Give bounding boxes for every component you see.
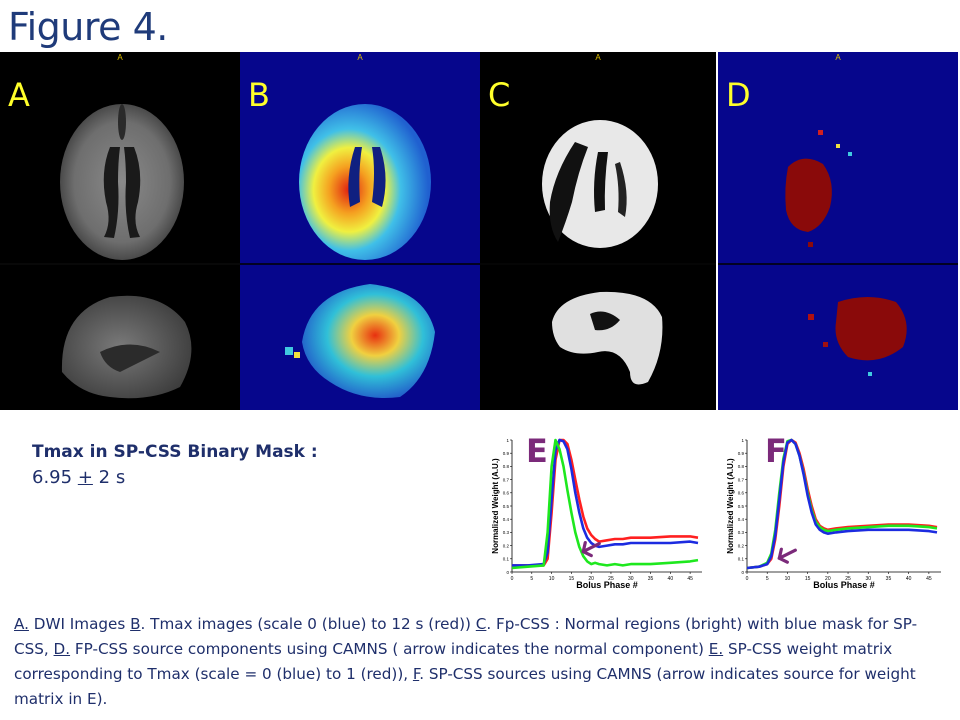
series-line-green (511, 438, 699, 570)
series-line-blue (746, 438, 938, 570)
arrow-shaft (581, 541, 601, 554)
y-tick-label: 0.2 (738, 543, 745, 548)
x-tick-label: 30 (865, 576, 871, 582)
annotation-arrow-icon (777, 547, 797, 564)
annotation-arrow-icon (581, 541, 601, 558)
tmax-summary: Tmax in SP-CSS Binary Mask : 6.95 + 2 s (32, 440, 318, 492)
y-tick-label: 0 (506, 570, 509, 575)
caption-text-a: DWI Images (28, 615, 131, 633)
x-tick-label: 40 (906, 576, 912, 582)
orientation-label: A (357, 53, 363, 62)
y-tick-label: 0.3 (503, 530, 510, 535)
caption-label-a: A. (14, 615, 29, 633)
panel-c-image (480, 120, 716, 385)
orientation-label: A (117, 53, 123, 62)
caption-label-e: E. (708, 640, 724, 658)
tmax-value-line: 6.95 + 2 s (32, 464, 318, 492)
y-tick-label: 0.6 (503, 491, 510, 496)
y-tick-label: 0.8 (738, 464, 745, 469)
arrow-head (581, 541, 593, 558)
tmax-title: Tmax in SP-CSS Binary Mask : (32, 442, 318, 462)
y-tick-label: 0.5 (503, 504, 510, 509)
y-tick-label: 0.8 (503, 464, 510, 469)
y-tick-label: 0.6 (738, 491, 745, 496)
y-tick-label: 0.9 (503, 451, 510, 456)
chart-letter-e: E (526, 432, 548, 470)
panel-a-dwi: A A (0, 52, 240, 410)
x-axis-label: Bolus Phase # (813, 580, 875, 590)
panel-b-tmax: A B (240, 52, 480, 410)
tmax-mean: 6.95 (32, 467, 73, 488)
caption-text-b: . Tmax images (scale 0 (blue) to 12 s (r… (140, 615, 476, 633)
y-axis-label: Normalized Weight (A.U.) (726, 458, 735, 554)
panel-d-image (718, 130, 958, 376)
x-tick-label: 5 (530, 576, 533, 582)
x-tick-label: 10 (549, 576, 555, 582)
caption-label-f: F (412, 665, 420, 683)
x-tick-label: 15 (569, 576, 575, 582)
x-tick-label: 45 (926, 576, 932, 582)
arrow-head (777, 547, 789, 564)
panel-a-image (0, 104, 240, 399)
x-tick-label: 0 (511, 576, 514, 582)
caption-label-b: B (130, 615, 141, 633)
x-axis-label: Bolus Phase # (576, 580, 638, 590)
panel-letter-c: C (488, 76, 511, 114)
y-tick-label: 0.5 (738, 504, 745, 509)
y-tick-label: 0 (741, 570, 744, 575)
y-tick-label: 0.1 (503, 557, 510, 562)
tmax-sd: 2 s (98, 467, 126, 488)
y-tick-label: 0.4 (503, 517, 510, 522)
x-tick-label: 45 (687, 576, 693, 582)
y-tick-label: 0.4 (738, 517, 745, 522)
caption-text-f: . SP-CSS sources using CAMNS (arrow indi… (14, 665, 916, 708)
y-tick-label: 0.1 (738, 557, 745, 562)
y-tick-label: 1 (741, 438, 744, 443)
tmax-plus-minus: + (77, 467, 93, 488)
x-tick-label: 35 (648, 576, 654, 582)
y-tick-label: 0.7 (503, 477, 510, 482)
orientation-label: A (595, 53, 601, 62)
x-tick-label: 40 (668, 576, 674, 582)
x-tick-label: 5 (766, 576, 769, 582)
x-tick-label: 20 (825, 576, 831, 582)
caption-label-d: D. (53, 640, 71, 658)
series-line-blue (512, 438, 699, 567)
panel-d-sources: A D (718, 52, 958, 410)
x-tick-label: 10 (785, 576, 791, 582)
caption-text-c: . Fp-CSS : Normal regions (bright) with … (14, 615, 918, 658)
x-tick-label: 35 (886, 576, 892, 582)
y-tick-label: 0.2 (503, 543, 510, 548)
y-tick-label: 0.7 (738, 477, 745, 482)
figure-caption: A. DWI Images B. Tmax images (scale 0 (b… (14, 612, 949, 712)
panel-letter-b: B (248, 76, 270, 114)
chart-e: 0 5 10 15 20 25 30 35 40 45 0 0.1 0.2 0.3 0.4 0.5 0.6 0.7… (490, 432, 708, 594)
y-tick-label: 0.9 (738, 451, 745, 456)
caption-text-e: SP-CSS weight matrix corresponding to Tm… (14, 640, 893, 683)
chart-e-svg: 0 5 10 15 20 25 30 35 40 45 0 0.1 0.2 0.3 0.4 0.5 0.6 0.7… (491, 438, 702, 590)
x-tick-label: 25 (845, 576, 851, 582)
panel-b-image (240, 104, 480, 398)
x-tick-label: 20 (588, 576, 594, 582)
x-tick-label: 30 (628, 576, 634, 582)
caption-text-d: FP-CSS source components using CAMNS ( a… (70, 640, 709, 658)
chart-f: 0 5 10 15 20 25 30 35 40 45 0 0.1 0.2 0.3 0.4 0.5 0.6 0.7… (725, 432, 947, 594)
x-tick-label: 25 (608, 576, 614, 582)
x-tick-label: 0 (746, 576, 749, 582)
x-tick-label: 15 (805, 576, 811, 582)
y-tick-label: 1 (506, 438, 509, 443)
arrow-shaft (777, 548, 797, 560)
y-tick-label: 0.3 (738, 530, 745, 535)
figure-title: Figure 4. (8, 5, 168, 49)
orientation-label: A (835, 53, 841, 62)
chart-f-svg: 0 5 10 15 20 25 30 35 40 45 0 0.1 0.2 0.3 0.4 0.5 0.6 0.7… (726, 438, 941, 590)
caption-label-c: C (475, 615, 487, 633)
y-axis-label: Normalized Weight (A.U.) (491, 458, 500, 554)
panel-c-fpcss: A C (480, 52, 716, 410)
panel-letter-a: A (8, 76, 30, 114)
chart-letter-f: F (765, 432, 787, 470)
panel-letter-d: D (726, 76, 751, 114)
